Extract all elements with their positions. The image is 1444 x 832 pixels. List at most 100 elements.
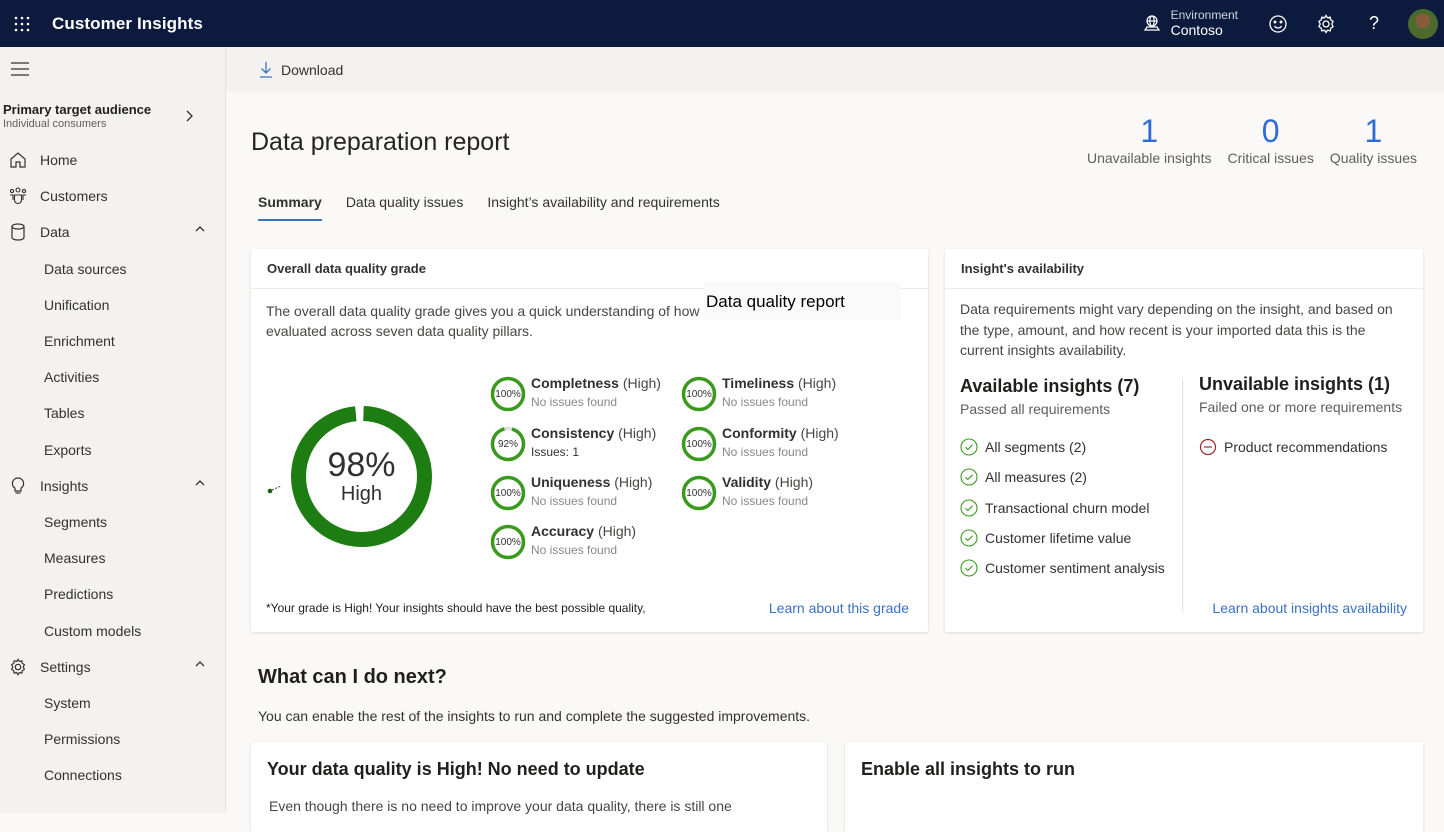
tab-insights-availability[interactable]: Insight’s availability and requirements [487, 194, 720, 210]
sidebar-item-data-sources[interactable]: Data sources [44, 260, 127, 277]
overall-grade: High [340, 483, 383, 505]
remove-circle-icon [1199, 439, 1217, 456]
pillar-accuracy[interactable]: 100% Accuracy (High) No issues found [490, 523, 636, 560]
app-title[interactable]: Customer Insights [52, 13, 203, 33]
sidebar-item-data[interactable]: Data [0, 214, 225, 250]
available-insights-column: Available insights (7) Passed all requir… [960, 376, 1175, 583]
check-circle-icon [960, 499, 978, 517]
grade-footnote: *Your grade is High! Your insights shoul… [266, 601, 646, 615]
sidebar-item-tables[interactable]: Tables [44, 405, 85, 422]
sidebar-item-measures[interactable]: Measures [44, 550, 106, 567]
insight-item[interactable]: Customer lifetime value [960, 523, 1175, 553]
insight-item[interactable]: All segments (2) [960, 432, 1175, 462]
user-avatar[interactable] [1408, 8, 1438, 39]
sidebar-item-enrichment[interactable]: Enrichment [44, 333, 115, 350]
audience-selector[interactable]: Primary target audience Individual consu… [0, 91, 225, 137]
progress-ring: 100% [681, 426, 717, 462]
feedback-smiley-icon[interactable] [1254, 0, 1302, 47]
help-icon[interactable]: ? [1368, 13, 1379, 33]
check-circle-icon [960, 438, 978, 456]
unavailable-insights-column: Unvailable insights (1) Failed one or mo… [1199, 374, 1414, 462]
insights-availability-card: Insight's availability Data requirements… [945, 249, 1423, 632]
pillar-conformity[interactable]: 100% Conformity (High) No issues found [681, 425, 839, 462]
page-title: Data preparation report [251, 128, 510, 156]
progress-ring: 100% [490, 475, 526, 511]
download-button[interactable]: Download [259, 61, 343, 78]
command-bar: Download [226, 47, 1444, 92]
stat-critical-issues[interactable]: 0 Critical issues [1227, 113, 1314, 166]
donut-pointer-icon [267, 485, 282, 494]
overall-grade-donut: 98% High [267, 394, 444, 559]
progress-ring: 100% [681, 376, 717, 412]
sidebar-item-permissions[interactable]: Permissions [44, 731, 121, 748]
tab-data-quality-issues[interactable]: Data quality issues [345, 194, 464, 210]
sidebar-item-settings[interactable]: Settings [0, 649, 225, 685]
lightbulb-icon [0, 477, 40, 495]
environment-value: Contoso [1170, 22, 1223, 39]
insight-item[interactable]: Product recommendations [1199, 432, 1414, 462]
stat-unavailable-insights[interactable]: 1 Unavailable insights [1086, 113, 1212, 166]
card-description: Data requirements might vary depending o… [960, 301, 1393, 358]
environment-icon [1143, 15, 1160, 32]
chevron-up-icon[interactable] [195, 660, 205, 667]
pillar-validity[interactable]: 100% Validity (High) No issues found [681, 474, 813, 511]
chevron-up-icon[interactable] [195, 226, 205, 232]
sidebar-item-home[interactable]: Home [0, 142, 225, 178]
next-steps-description: You can enable the rest of the insights … [258, 708, 811, 724]
sidebar-item-custom-models[interactable]: Custom models [44, 622, 142, 639]
check-circle-icon [960, 468, 978, 486]
stat-quality-issues[interactable]: 1 Quality issues [1329, 113, 1417, 166]
summary-stats: 1 Unavailable insights 0 Critical issues… [1087, 112, 1417, 166]
progress-ring: 100% [490, 524, 526, 560]
sidebar-item-predictions[interactable]: Predictions [44, 586, 114, 603]
waffle-icon[interactable] [0, 0, 44, 47]
pillar-completeness[interactable]: 100% Completness (High) No issues found [490, 375, 661, 412]
audience-title: Primary target audience [3, 102, 152, 117]
data-quality-next-card[interactable]: Your data quality is High! No need to up… [251, 742, 827, 832]
progress-ring: 100% [681, 475, 717, 511]
sidebar-item-activities[interactable]: Activities [44, 369, 100, 386]
enable-insights-card[interactable]: Enable all insights to run [845, 742, 1423, 832]
quality-grade-card: Overall data quality grade The overall d… [251, 249, 928, 632]
sidebar-item-system[interactable]: System [44, 694, 91, 711]
next-steps-title: What can I do next? [258, 666, 447, 688]
learn-about-grade-link[interactable]: Learn about this grade [768, 600, 909, 616]
pillar-consistency[interactable]: 92% Consistency (High) Issues: 1 [490, 425, 656, 462]
insight-item[interactable]: Transactional churn model [960, 493, 1175, 523]
chevron-right-icon [186, 110, 193, 122]
data-quality-report-overlay: Data quality report [704, 282, 901, 320]
top-bar: Customer Insights Environment Contoso ? [0, 0, 1444, 47]
sidebar-item-insights[interactable]: Insights [0, 468, 225, 504]
insight-item[interactable]: Customer sentiment analysis [960, 553, 1175, 583]
progress-ring: 92% [490, 426, 526, 462]
database-icon [0, 223, 40, 242]
check-circle-icon [960, 559, 978, 577]
progress-ring: 100% [490, 376, 526, 412]
hamburger-menu-icon[interactable] [0, 47, 225, 91]
settings-gear-icon[interactable] [1302, 0, 1350, 47]
insight-item[interactable]: All measures (2) [960, 462, 1175, 492]
card-header: Insight's availability [945, 249, 1423, 289]
audience-subtitle: Individual consumers [3, 118, 107, 130]
sidebar-item-unification[interactable]: Unification [44, 296, 110, 313]
download-icon [260, 62, 272, 78]
tab-bar: Summary Data quality issues Insight’s av… [258, 194, 720, 221]
people-icon [0, 187, 40, 205]
pillar-timeliness[interactable]: 100% Timeliness (High) No issues found [681, 375, 836, 412]
pillar-uniqueness[interactable]: 100% Uniqueness (High) No issues found [490, 474, 652, 511]
home-icon [0, 151, 40, 169]
environment-picker[interactable]: Environment Contoso [1143, 8, 1238, 39]
tab-summary[interactable]: Summary [258, 194, 322, 221]
sidebar-item-customers[interactable]: Customers [0, 178, 225, 214]
sidebar-item-segments[interactable]: Segments [44, 513, 108, 530]
chevron-up-icon[interactable] [195, 479, 205, 486]
sidebar-item-connections[interactable]: Connections [44, 767, 122, 784]
sidebar: Primary target audience Individual consu… [0, 47, 226, 813]
card-description: The overall data quality grade gives you… [266, 303, 700, 339]
overall-percent: 98% [327, 446, 396, 484]
learn-about-availability-link[interactable]: Learn about insights availability [1212, 600, 1407, 616]
sidebar-item-exports[interactable]: Exports [44, 441, 92, 458]
available-insights-title: Available insights (7) [960, 376, 1140, 396]
gear-icon [0, 657, 40, 676]
column-divider [1182, 379, 1183, 611]
